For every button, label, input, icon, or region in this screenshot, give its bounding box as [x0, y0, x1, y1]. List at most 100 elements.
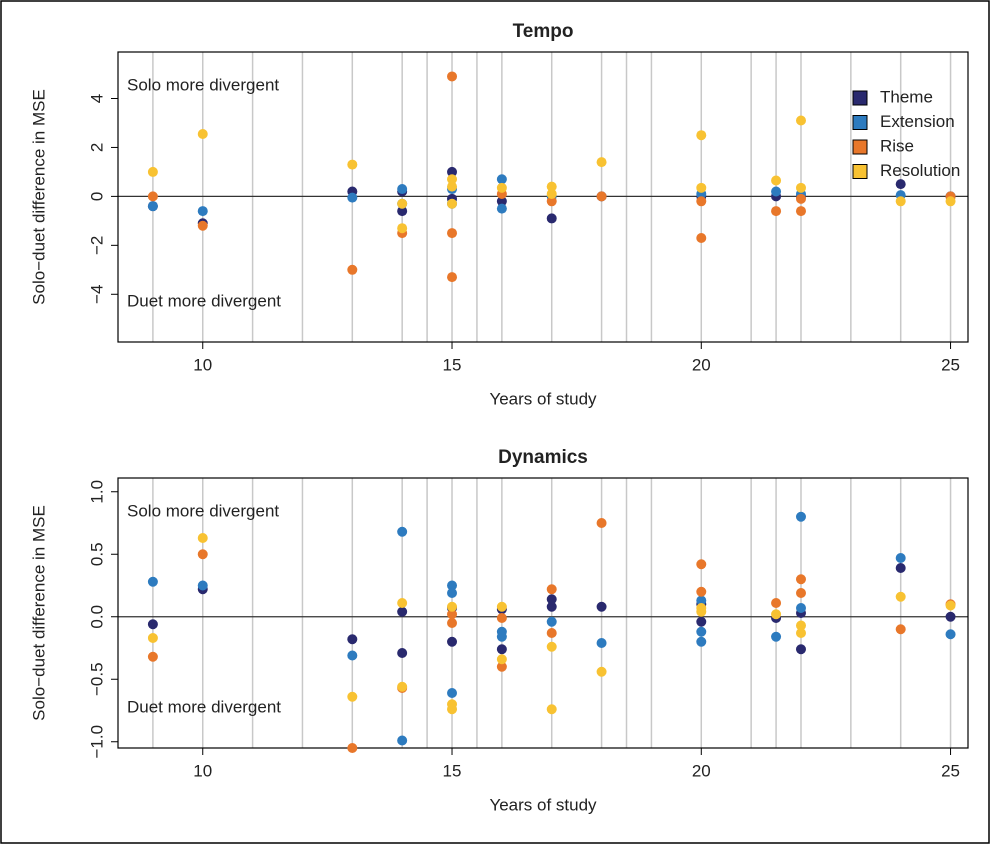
point: [795, 193, 806, 204]
point: [696, 603, 707, 613]
point: [795, 574, 806, 585]
point: [397, 598, 408, 608]
point: [546, 196, 557, 207]
point: [795, 115, 806, 126]
point: [447, 704, 458, 715]
annotation: Duet more divergent: [127, 291, 281, 310]
point: [771, 598, 782, 608]
legend-swatch: [852, 164, 868, 179]
point: [546, 704, 557, 715]
point: [347, 159, 358, 170]
point: [397, 198, 408, 209]
y-tick-label: −2: [87, 236, 106, 255]
y-tick-label: 0.0: [87, 605, 106, 629]
point: [546, 628, 557, 638]
point: [397, 184, 408, 195]
legend-label: Resolution: [880, 161, 960, 180]
point: [546, 188, 557, 199]
x-tick-label: 20: [692, 355, 711, 374]
point: [447, 580, 458, 591]
y-tick-label: −1.0: [87, 725, 106, 759]
x-tick-label: 25: [941, 761, 960, 780]
y-axis-label: Solo−duet difference in MSE: [29, 89, 48, 305]
point: [347, 650, 358, 661]
x-tick-label: 10: [193, 761, 212, 780]
point: [795, 644, 806, 655]
point: [696, 586, 707, 597]
point: [696, 196, 707, 207]
x-tick-label: 15: [443, 761, 462, 780]
point: [496, 174, 507, 185]
point: [696, 636, 707, 647]
point: [795, 511, 806, 522]
annotation: Duet more divergent: [127, 697, 281, 716]
point: [496, 661, 507, 672]
legend-label: Rise: [880, 136, 914, 155]
point: [895, 591, 906, 602]
point: [347, 743, 358, 753]
point: [546, 181, 557, 192]
point: [447, 636, 458, 647]
point: [496, 196, 507, 207]
point: [895, 196, 906, 207]
point: [795, 206, 806, 217]
point: [696, 130, 707, 141]
y-tick-label: 1.0: [87, 480, 106, 504]
point: [546, 594, 557, 605]
point: [447, 272, 458, 283]
point: [197, 128, 208, 139]
point: [596, 157, 607, 168]
x-tick-label: 25: [941, 355, 960, 374]
point: [197, 206, 208, 217]
point: [197, 549, 208, 560]
point: [347, 192, 358, 203]
point: [447, 688, 458, 698]
point: [945, 196, 956, 207]
point: [696, 626, 707, 637]
point: [147, 651, 158, 662]
point: [596, 518, 607, 528]
x-tick-label: 10: [193, 355, 212, 374]
point: [447, 71, 458, 82]
point: [197, 533, 208, 543]
point: [696, 232, 707, 243]
point: [771, 175, 782, 186]
legend-swatch: [852, 115, 868, 130]
point: [895, 179, 906, 190]
point: [771, 609, 782, 620]
point: [696, 559, 707, 570]
point: [347, 691, 358, 702]
point: [596, 191, 607, 202]
annotation: Solo more divergent: [127, 75, 279, 94]
point: [596, 638, 607, 648]
point: [397, 223, 408, 234]
point: [447, 228, 458, 239]
point: [795, 628, 806, 638]
point: [945, 611, 956, 622]
point: [147, 191, 158, 202]
point: [447, 618, 458, 628]
point: [397, 526, 408, 537]
point: [147, 166, 158, 177]
point: [197, 580, 208, 591]
point: [347, 264, 358, 275]
y-axis-label: Solo−duet difference in MSE: [29, 505, 48, 721]
point: [197, 220, 208, 231]
point: [447, 601, 458, 612]
annotation: Solo more divergent: [127, 501, 279, 520]
point: [397, 606, 408, 617]
point: [771, 206, 782, 217]
point: [596, 601, 607, 612]
legend-swatch: [852, 90, 868, 106]
y-tick-label: 0: [87, 192, 106, 201]
point: [447, 181, 458, 192]
point: [496, 203, 507, 214]
point: [945, 629, 956, 640]
point: [696, 616, 707, 627]
point: [546, 584, 557, 595]
point: [795, 620, 806, 631]
point: [496, 631, 507, 642]
panel-title: Tempo: [513, 21, 574, 42]
point: [147, 633, 158, 643]
